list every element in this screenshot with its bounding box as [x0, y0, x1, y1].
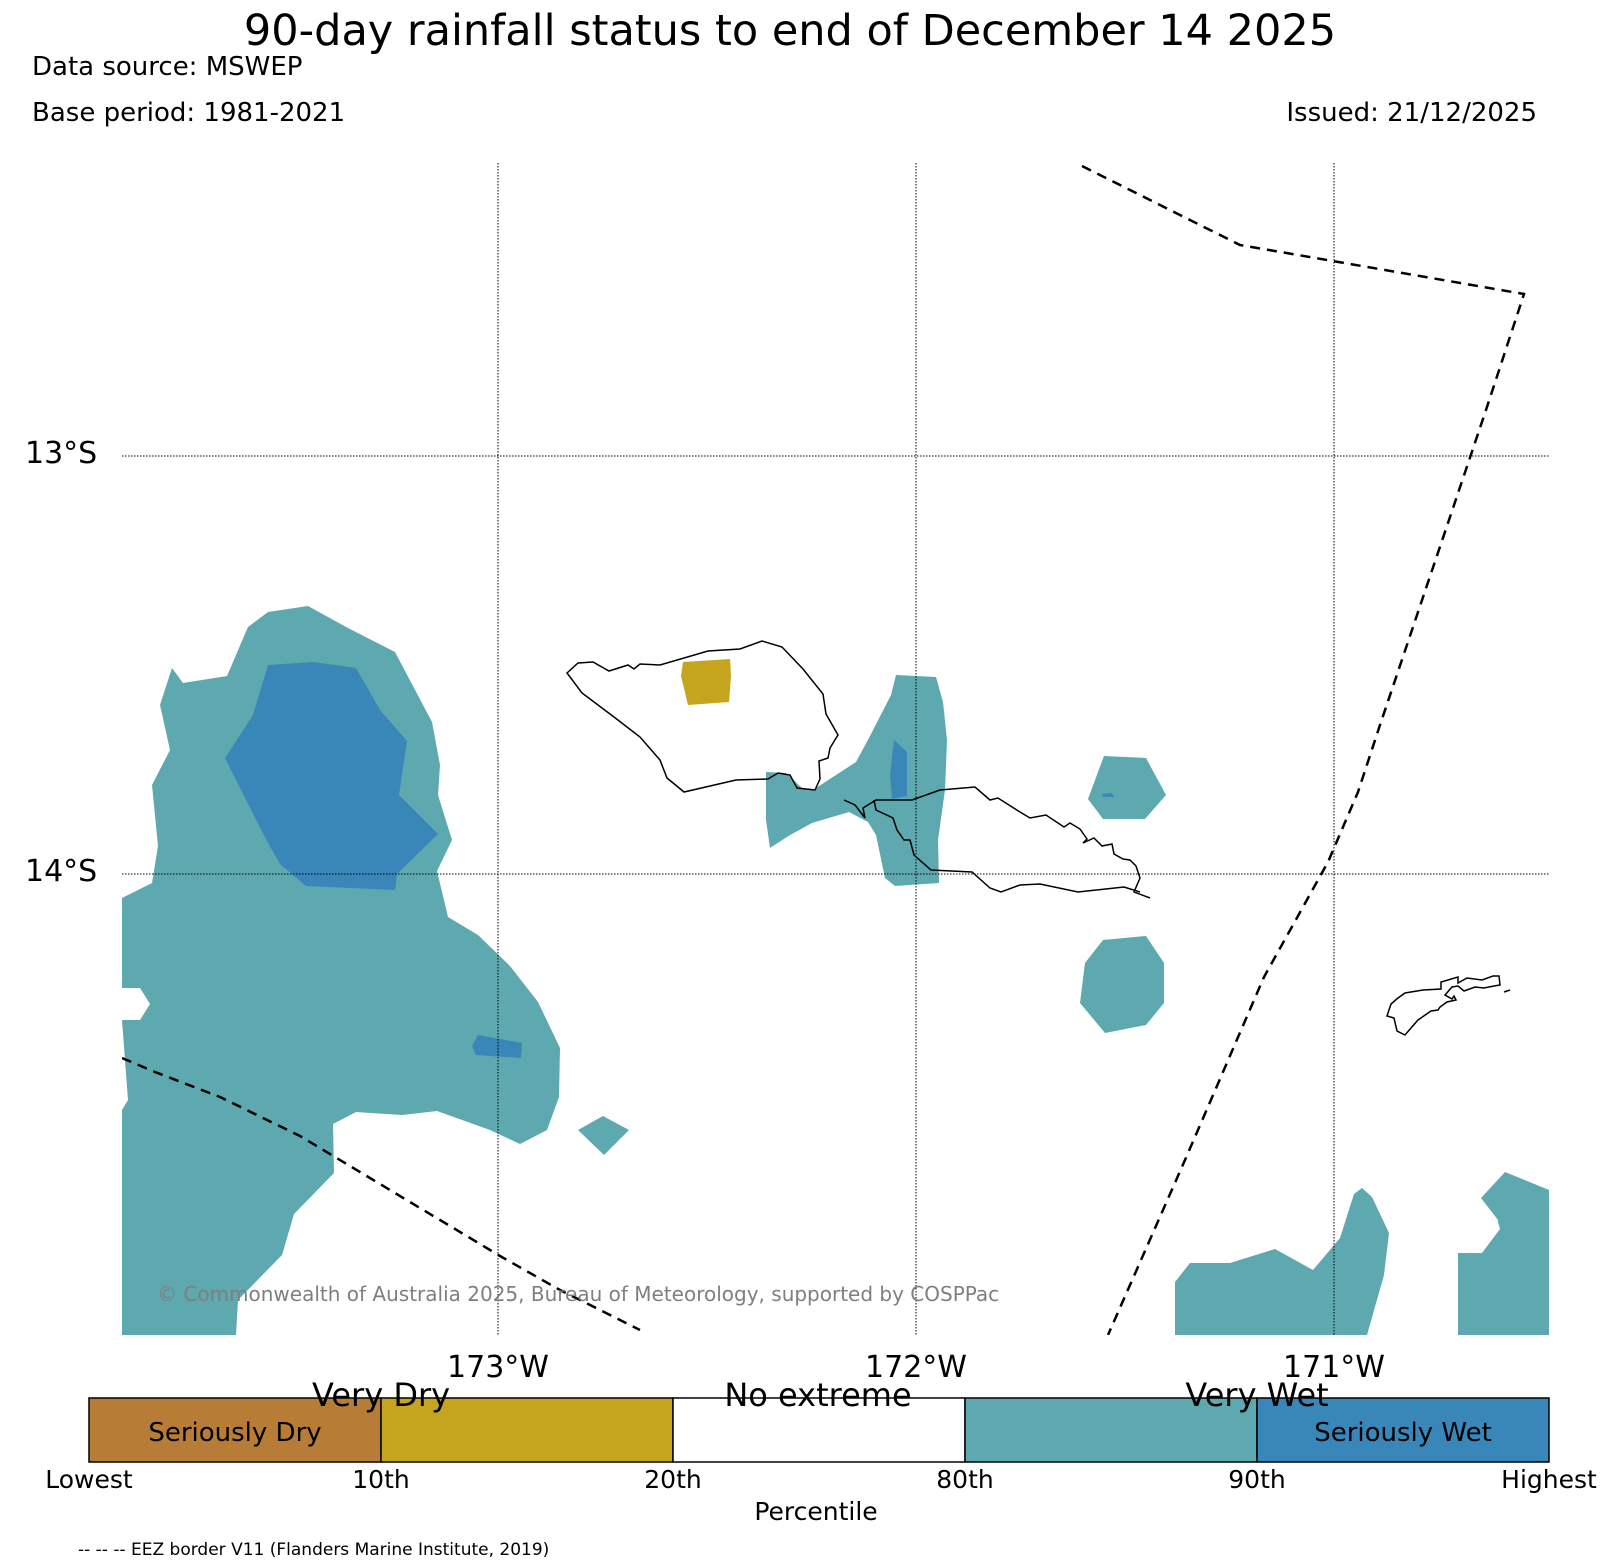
- island-savaii: [565, 640, 839, 793]
- seriously-wet-patch-upolu: [890, 740, 907, 799]
- legend-tick-90th: 90th: [1228, 1465, 1286, 1494]
- swatch-seriously-wet: [1256, 1397, 1550, 1463]
- legend-tick-20th: 20th: [644, 1465, 702, 1494]
- eez-note: -- -- -- EEZ border V11 (Flanders Marine…: [78, 1540, 550, 1560]
- lat-label-14s: 14°S: [25, 854, 98, 889]
- seriously-wet-region-west: [225, 662, 438, 890]
- lon-label-173w: 173°W: [447, 1350, 549, 1385]
- lat-label-13s: 13°S: [25, 436, 98, 471]
- legend-category-very-dry: Very Dry: [311, 1376, 451, 1414]
- legend-category-very-wet: Very Wet: [1185, 1376, 1329, 1414]
- very-wet-patch-east-1: [1088, 756, 1166, 819]
- map-title: 90-day rainfall status to end of Decembe…: [243, 6, 1337, 56]
- very-wet-patch-southeast-1: [1175, 1188, 1389, 1335]
- issued-date: Issued: 21/12/2025: [1286, 98, 1537, 128]
- legend-colorbar: [88, 1397, 1550, 1463]
- legend-tick-highest: Highest: [1501, 1465, 1597, 1494]
- very-wet-patch-east-2: [1080, 936, 1164, 1033]
- graticule: [122, 163, 1549, 1335]
- swatch-seriously-dry: [88, 1397, 382, 1463]
- seriously-wet-dot: [1102, 793, 1114, 797]
- legend-category-no-extreme: No extreme: [724, 1376, 912, 1414]
- legend-tick-lowest: Lowest: [45, 1465, 133, 1494]
- legend-axis-label: Percentile: [754, 1497, 878, 1526]
- copyright-note: © Commonwealth of Australia 2025, Bureau…: [157, 1282, 1000, 1306]
- island-tutuila: [1386, 975, 1511, 1036]
- eez-border: [122, 164, 1526, 1335]
- seriously-wet-region-small: [472, 1035, 522, 1058]
- very-wet-patch-southeast-2: [1458, 1172, 1549, 1335]
- lon-label-171w: 171°W: [1283, 1350, 1385, 1385]
- legend-seriously-dry-label: Seriously Dry: [148, 1418, 322, 1448]
- lon-label-172w: 172°W: [865, 1350, 967, 1385]
- very-dry-patch-savaii: [681, 659, 731, 705]
- legend-tick-10th: 10th: [352, 1465, 410, 1494]
- very-wet-patch-upolu: [766, 675, 947, 886]
- legend-seriously-wet-label: Seriously Wet: [1314, 1418, 1492, 1448]
- swatch-very-wet: [964, 1397, 1258, 1463]
- base-period: Base period: 1981-2021: [32, 98, 346, 128]
- island-upolu: [843, 786, 1151, 899]
- legend-tick-80th: 80th: [936, 1465, 994, 1494]
- very-wet-region-west: [122, 606, 560, 1335]
- data-source: Data source: MSWEP: [32, 52, 303, 82]
- very-wet-patch-south: [578, 1116, 629, 1155]
